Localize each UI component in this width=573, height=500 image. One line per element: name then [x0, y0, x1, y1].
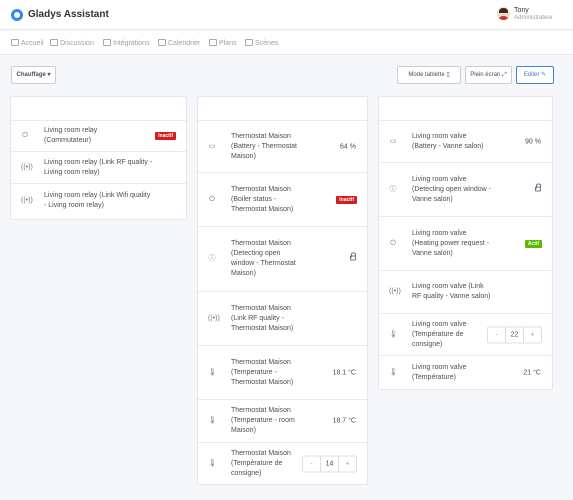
home-icon	[11, 39, 19, 46]
battery-icon: ▭	[208, 142, 216, 150]
device-row: 🌡 Thermostat Maison (Temperature - room …	[198, 400, 367, 443]
device-row: 🌡 Thermostat Maison (Temperature - Therm…	[198, 346, 367, 400]
device-card-relay: ⏻ Living room relay (Commutateur) Inacti…	[10, 96, 187, 220]
increment-button[interactable]: +	[530, 331, 535, 338]
device-row: ⏻ Thermostat Maison (Boiler status - The…	[198, 173, 367, 227]
device-row: ▭ Living room valve (Battery - Vanne sal…	[379, 121, 552, 163]
setpoint-stepper: - 22 +	[487, 326, 542, 343]
status-badge[interactable]: Actif	[524, 239, 542, 248]
battery-icon: ▭	[389, 137, 397, 145]
tablet-mode-button[interactable]: Mode tablette ▯	[397, 66, 461, 84]
device-row: 🌡 Living room valve (Température de cons…	[379, 314, 552, 356]
device-card-thermostat: ▭ Thermostat Maison (Battery - Thermosta…	[197, 96, 368, 485]
info-icon: ⓘ	[389, 185, 397, 193]
user-avatar[interactable]	[497, 7, 510, 20]
thermometer-icon: 🌡	[208, 417, 217, 424]
lock-icon[interactable]	[535, 183, 541, 193]
device-row: ((•)) Living room relay (Link RF quality…	[11, 152, 186, 184]
device-row: ⓘ Living room valve (Detecting open wind…	[379, 163, 552, 217]
user-role: Administrateur	[514, 15, 553, 21]
device-row: ⏻ Living room valve (Heating power reque…	[379, 217, 552, 271]
increment-button[interactable]: +	[345, 460, 350, 468]
thermometer-icon: 🌡	[389, 330, 398, 338]
grid-icon	[103, 39, 111, 46]
power-icon: ⏻	[209, 195, 215, 203]
decrement-button[interactable]: -	[495, 331, 498, 338]
device-card-valve: ▭ Living room valve (Battery - Vanne sal…	[378, 96, 553, 390]
device-row: 🌡 Thermostat Maison (Température de cons…	[198, 443, 367, 485]
edit-icon: ✎	[541, 72, 547, 78]
play-icon	[245, 39, 253, 46]
nav-item-accueil[interactable]: Accueil	[11, 39, 44, 47]
gladys-logo-icon[interactable]	[11, 9, 23, 21]
chevron-down-icon: ▾	[47, 72, 51, 78]
card-header	[379, 97, 552, 121]
signal-icon: ((•))	[21, 197, 33, 204]
nav-item-integrations[interactable]: Intégrations	[103, 39, 150, 47]
expand-icon: ⤢	[501, 72, 507, 78]
signal-icon: ((•))	[389, 288, 401, 295]
fullscreen-button[interactable]: Plein écran ⤢	[465, 66, 512, 84]
status-badge[interactable]: Inactif	[155, 132, 176, 140]
card-header	[11, 97, 186, 121]
info-icon: ⓘ	[208, 255, 216, 262]
user-name[interactable]: Tony	[514, 7, 529, 14]
status-badge[interactable]: Inactif	[336, 195, 357, 204]
tablet-icon: ▯	[446, 72, 450, 78]
device-row: 🌡 Living room valve (Température) 21 °C	[389, 364, 541, 381]
edit-button[interactable]: Editer ✎	[516, 66, 554, 84]
device-row: ⓘ Thermostat Maison (Detecting open wind…	[198, 227, 367, 292]
lock-icon[interactable]	[350, 252, 356, 263]
app-title[interactable]: Gladys Assistant	[28, 9, 109, 20]
card-header	[198, 97, 367, 121]
device-row: ▭ Thermostat Maison (Battery - Thermosta…	[198, 121, 367, 173]
setpoint-value[interactable]: 14	[320, 456, 339, 472]
power-icon: ⏻	[390, 239, 396, 247]
main-nav: Accueil Discussion Intégrations Calendri…	[0, 31, 573, 55]
device-row: ((•)) Living room valve (Link RF quality…	[379, 271, 552, 314]
nav-item-plans[interactable]: Plans	[209, 39, 237, 47]
decrement-button[interactable]: -	[310, 460, 313, 468]
device-row: ((•)) Thermostat Maison (Link RF quality…	[198, 292, 367, 346]
thermometer-icon: 🌡	[208, 460, 217, 467]
power-icon: ⏻	[22, 132, 28, 139]
thermometer-icon: 🌡	[389, 369, 398, 376]
room-select[interactable]: Chauffage ▾	[11, 66, 56, 84]
map-icon	[209, 39, 217, 46]
top-header: Gladys Assistant Tony Administrateur	[0, 0, 573, 30]
setpoint-stepper: - 14 +	[302, 455, 357, 473]
signal-icon: ((•))	[208, 314, 220, 322]
nav-item-scenes[interactable]: Scènes	[245, 39, 278, 47]
nav-item-calendrier[interactable]: Calendrier	[158, 39, 200, 47]
thermometer-icon: 🌡	[208, 368, 217, 376]
chat-icon	[50, 39, 58, 46]
nav-item-discussion[interactable]: Discussion	[50, 39, 94, 47]
signal-icon: ((•))	[21, 163, 33, 171]
setpoint-value[interactable]: 22	[505, 327, 524, 342]
device-row: ⏻ Living room relay (Commutateur) Inacti…	[11, 121, 186, 152]
calendar-icon	[158, 39, 166, 46]
device-row: ((•)) Living room relay (Link Wifi quali…	[21, 192, 151, 209]
